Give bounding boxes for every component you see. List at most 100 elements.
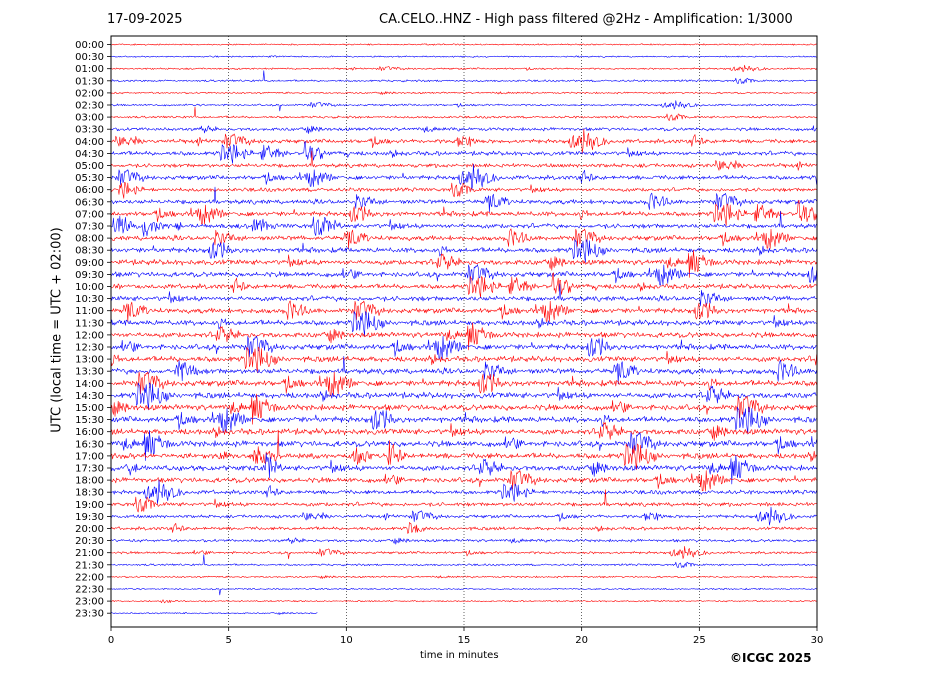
plot-frame <box>110 35 818 628</box>
trace-0800 <box>110 228 817 250</box>
y-tick-label: 08:30 <box>75 246 104 257</box>
y-tick-label: 15:00 <box>75 403 104 414</box>
trace-2300 <box>110 599 817 604</box>
trace-1100 <box>110 300 817 323</box>
y-tick-label: 17:30 <box>75 464 104 475</box>
y-axis-label: UTC (local time = UTC + 02:00) <box>49 227 65 433</box>
trace-0930 <box>110 264 817 286</box>
y-tick-label: 01:00 <box>75 64 104 75</box>
trace-0600 <box>110 182 817 199</box>
y-tick-label: 21:30 <box>75 560 104 571</box>
trace-2230 <box>110 587 817 596</box>
y-tick-label: 04:30 <box>75 149 104 160</box>
trace-2100 <box>110 546 817 560</box>
gridline-group <box>228 36 700 627</box>
trace-1000 <box>110 272 817 299</box>
y-tick-label: 09:30 <box>75 270 104 281</box>
trace-0400 <box>110 128 817 154</box>
trace-2000 <box>110 522 817 534</box>
y-tick-label: 14:00 <box>75 379 104 390</box>
trace-1200 <box>110 322 817 351</box>
chart-title: CA.CELO..HNZ - High pass filtered @2Hz -… <box>379 12 793 27</box>
trace-0900 <box>110 249 817 278</box>
y-tick-label: 02:00 <box>75 88 104 99</box>
trace-0630 <box>110 186 817 213</box>
trace-1300 <box>110 346 817 374</box>
y-tick-label: 04:00 <box>75 137 104 148</box>
y-tick-label: 03:00 <box>75 113 104 124</box>
y-tick-label: 17:00 <box>75 451 104 462</box>
trace-1830 <box>110 479 817 504</box>
trace-0830 <box>110 239 817 263</box>
x-tick-label: 0 <box>108 635 114 646</box>
y-tick-label: 19:00 <box>75 500 104 511</box>
y-tick-label: 06:30 <box>75 197 104 208</box>
y-tick-label: 02:30 <box>75 101 104 112</box>
y-tick-label: 14:30 <box>75 391 104 402</box>
y-tick-label: 23:30 <box>75 609 104 620</box>
y-tick-label: 19:30 <box>75 512 104 523</box>
y-tick-label: 13:30 <box>75 367 104 378</box>
trace-1130 <box>110 311 817 337</box>
trace-1430 <box>110 382 817 411</box>
trace-0430 <box>110 141 817 164</box>
y-tick-label: 15:30 <box>75 415 104 426</box>
x-tick-label: 20 <box>575 635 588 646</box>
y-tick-label: 20:30 <box>75 536 104 547</box>
trace-0700 <box>110 199 817 226</box>
trace-1730 <box>110 453 817 485</box>
trace-0730 <box>110 211 817 237</box>
y-tick-label: 22:30 <box>75 585 104 596</box>
y-tick-label: 18:30 <box>75 488 104 499</box>
y-tick-label: 23:00 <box>75 597 104 608</box>
y-tick-label: 12:00 <box>75 330 104 341</box>
y-tick-label: 03:30 <box>75 125 104 136</box>
y-tick-label: 16:00 <box>75 427 104 438</box>
y-tick-label: 18:00 <box>75 476 104 487</box>
x-tick-group: 0 5 10 15 20 25 30 <box>108 627 824 646</box>
y-tick-label: 11:00 <box>75 306 104 317</box>
y-tick-label: 07:30 <box>75 222 104 233</box>
trace-1600 <box>110 422 817 441</box>
y-tick-label: 01:30 <box>75 76 104 87</box>
trace-0100 <box>110 64 817 73</box>
trace-1900 <box>110 489 817 513</box>
y-tick-label: 10:00 <box>75 282 104 293</box>
trace-1330 <box>110 356 817 385</box>
trace-0330 <box>110 125 817 134</box>
y-tick-label: 05:30 <box>75 173 104 184</box>
trace-0000 <box>110 43 817 46</box>
y-tick-label: 16:30 <box>75 439 104 450</box>
trace-1500 <box>110 393 817 425</box>
y-tick-label: 07:00 <box>75 209 104 220</box>
trace-1930 <box>110 506 817 526</box>
y-tick-label: 10:30 <box>75 294 104 305</box>
trace-0200 <box>110 91 817 95</box>
x-tick-label: 30 <box>811 635 824 646</box>
trace-2030 <box>110 537 817 545</box>
y-tick-label: 08:00 <box>75 234 104 245</box>
y-tick-label: 12:30 <box>75 343 104 354</box>
date-label: 17-09-2025 <box>107 12 183 27</box>
trace-2130 <box>110 554 817 568</box>
y-tick-label: 00:30 <box>75 52 104 63</box>
y-tick-label: 06:00 <box>75 185 104 196</box>
x-tick-label: 25 <box>693 635 706 646</box>
trace-1530 <box>110 406 817 435</box>
trace-0500 <box>110 150 817 171</box>
trace-0530 <box>110 164 817 191</box>
y-tick-label: 09:00 <box>75 258 104 269</box>
y-tick-label: 21:00 <box>75 548 104 559</box>
y-tick-label: 20:00 <box>75 524 104 535</box>
y-tick-label: 05:00 <box>75 161 104 172</box>
trace-group <box>110 43 817 615</box>
x-tick-label: 10 <box>340 635 353 646</box>
trace-2200 <box>110 575 817 579</box>
x-axis-label: time in minutes <box>420 650 499 661</box>
trace-1030 <box>110 283 817 307</box>
trace-1230 <box>110 335 817 360</box>
trace-1630 <box>110 430 817 461</box>
trace-1800 <box>110 470 817 492</box>
